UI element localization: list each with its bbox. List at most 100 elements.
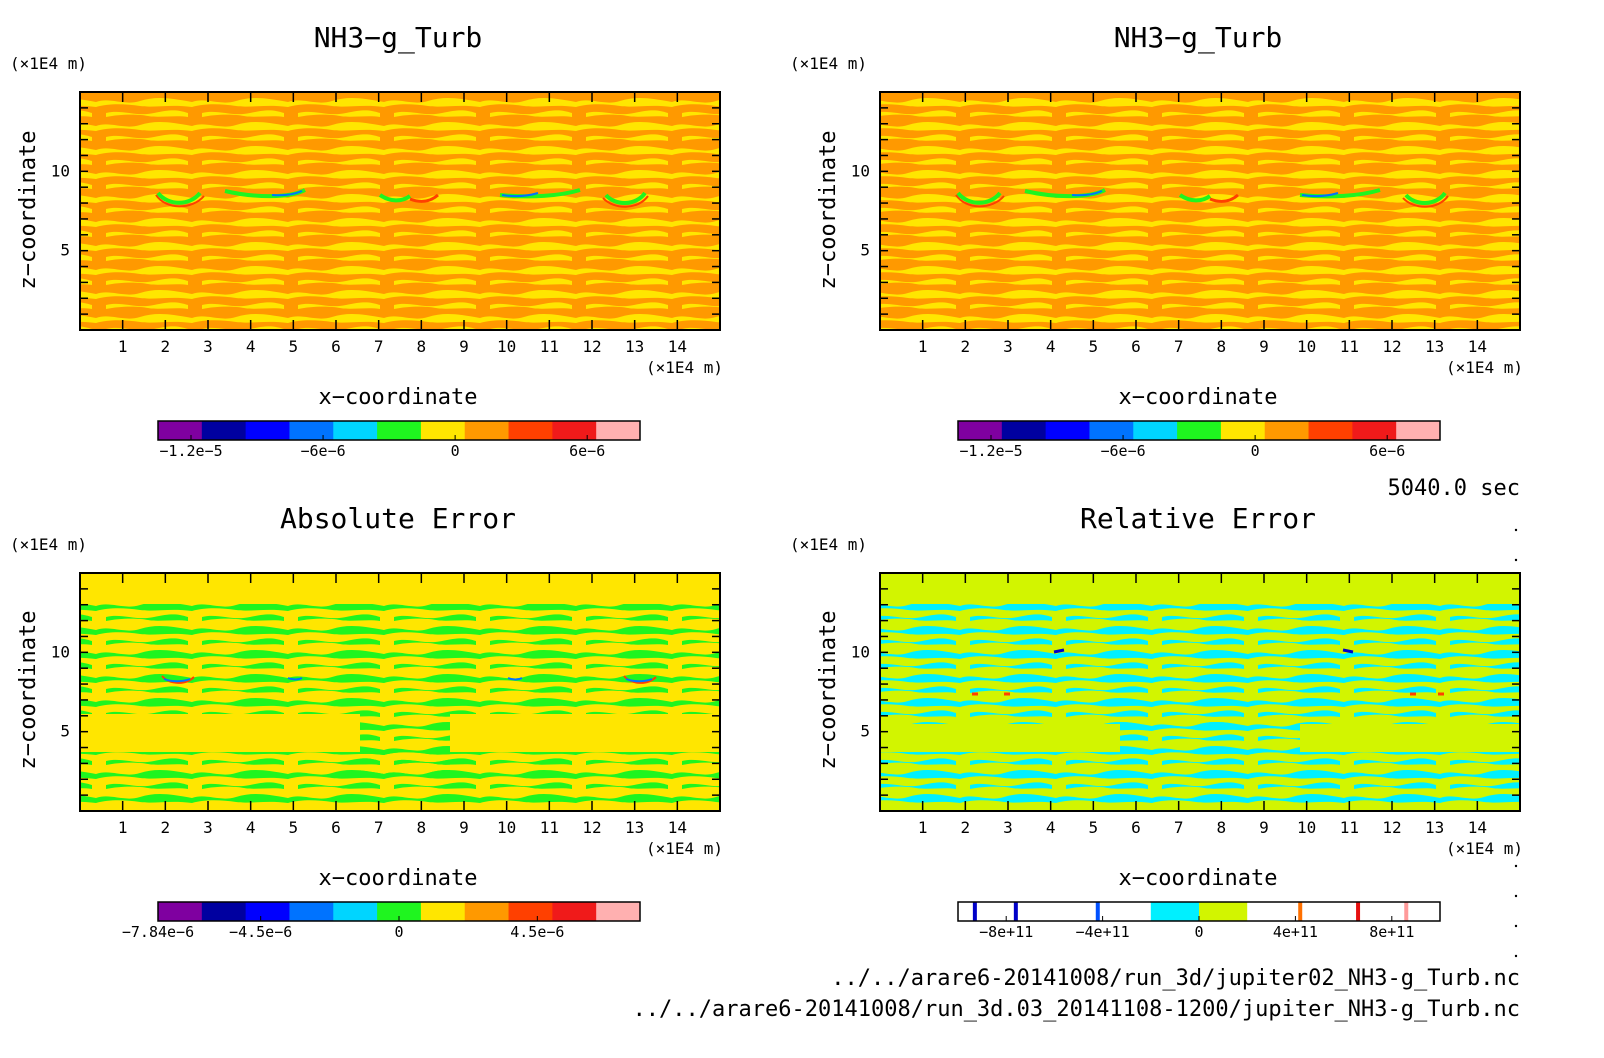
x-tick-label: 9 bbox=[1259, 337, 1269, 356]
panel-title: NH3−g_Turb bbox=[314, 21, 483, 55]
x-tick-label: 7 bbox=[1174, 337, 1184, 356]
x-tick-label: 1 bbox=[118, 818, 128, 837]
x-tick-label: 12 bbox=[582, 818, 601, 837]
x-unit-label: (×1E4 m) bbox=[646, 839, 723, 858]
colorbar-tick-label: −4e+11 bbox=[1076, 923, 1130, 941]
colorbar-swatch bbox=[1177, 421, 1222, 440]
colorbar-swatch bbox=[596, 421, 641, 440]
colorbar-swatch bbox=[245, 902, 290, 921]
colorbar-mark bbox=[1404, 902, 1409, 921]
colorbar-swatch bbox=[552, 902, 597, 921]
x-tick-label: 4 bbox=[246, 337, 256, 356]
x-unit-label: (×1E4 m) bbox=[646, 358, 723, 377]
plot-frame bbox=[79, 572, 721, 812]
dot bbox=[1514, 924, 1518, 928]
colorbar: −7.84e−6 −4.5e−6 0 4.5e−6 bbox=[122, 901, 641, 941]
x-tick-label: 4 bbox=[246, 818, 256, 837]
x-tick-label: 8 bbox=[1217, 818, 1227, 837]
file-path-line-1: ../../arare6-20141008/run_3d/jupiter02_N… bbox=[831, 966, 1520, 991]
vortex-feature bbox=[161, 675, 195, 684]
y-axis-label: z−coordinate bbox=[816, 131, 841, 290]
x-tick-label: 13 bbox=[1425, 818, 1444, 837]
colorbar-tick-label: 0 bbox=[394, 923, 403, 941]
colorbar-swatch bbox=[158, 421, 203, 440]
colorbar-swatch bbox=[1247, 902, 1296, 921]
colorbar-mark bbox=[972, 902, 977, 921]
x-tick-label: 10 bbox=[1297, 818, 1316, 837]
x-tick-label: 3 bbox=[203, 818, 213, 837]
x-tick-label: 2 bbox=[161, 818, 171, 837]
field-texture bbox=[880, 92, 1520, 330]
colorbar-swatch bbox=[377, 902, 422, 921]
colorbar-tick-label: −4.5e−6 bbox=[229, 923, 292, 941]
colorbar-swatch bbox=[596, 902, 641, 921]
vortex-feature bbox=[271, 190, 303, 197]
time-label: 5040.0 sec bbox=[1388, 476, 1520, 501]
colorbar-swatch bbox=[1001, 421, 1047, 440]
vortex-feature bbox=[1404, 191, 1447, 205]
x-tick-label: 8 bbox=[417, 337, 427, 356]
vortex-feature bbox=[507, 677, 523, 681]
colorbar-swatch bbox=[1150, 902, 1200, 921]
colorbar-swatch bbox=[377, 421, 422, 440]
dot bbox=[1514, 528, 1518, 532]
vortex-feature bbox=[409, 193, 439, 203]
x-tick-label: 5 bbox=[289, 818, 299, 837]
field-area bbox=[879, 572, 1521, 812]
plot-frame bbox=[879, 91, 1521, 331]
colorbar-tick-label: −1.2e−5 bbox=[959, 442, 1022, 460]
x-tick-label: 11 bbox=[1340, 818, 1359, 837]
x-tick-label: 1 bbox=[918, 337, 928, 356]
y-unit-label: (×1E4 m) bbox=[790, 54, 867, 73]
colorbar-swatch bbox=[1054, 902, 1104, 921]
x-axis-label: x−coordinate bbox=[319, 866, 478, 891]
colorbar-tick-label: 8e+11 bbox=[1369, 923, 1414, 941]
x-tick-label: 10 bbox=[497, 337, 516, 356]
colorbar-swatch bbox=[1308, 421, 1353, 440]
plot-frame bbox=[79, 91, 721, 331]
field-texture bbox=[80, 604, 720, 714]
stray-dots bbox=[1514, 528, 1518, 958]
field-area bbox=[879, 91, 1521, 331]
colorbar-swatch bbox=[1264, 421, 1310, 440]
x-tick-label: 6 bbox=[1131, 337, 1141, 356]
x-tick-label: 6 bbox=[331, 818, 341, 837]
y-tick-label: 10 bbox=[851, 161, 870, 180]
colorbar-swatch bbox=[508, 421, 553, 440]
colorbar-swatch bbox=[464, 902, 510, 921]
colorbar-swatch bbox=[333, 902, 378, 921]
colorbar-tick-label: 6e−6 bbox=[569, 442, 605, 460]
colorbar-swatch bbox=[1102, 902, 1152, 921]
colorbar-swatch bbox=[1343, 902, 1393, 921]
x-axis-label: x−coordinate bbox=[1119, 866, 1278, 891]
colorbar-tick-label: −7.84e−6 bbox=[122, 923, 194, 941]
x-tick-label: 8 bbox=[417, 818, 427, 837]
colorbar-frame bbox=[957, 420, 1441, 441]
x-tick-label: 12 bbox=[1382, 337, 1401, 356]
x-tick-label: 2 bbox=[161, 337, 171, 356]
colorbar-swatch bbox=[508, 902, 553, 921]
y-tick-label: 5 bbox=[60, 722, 70, 741]
x-tick-label: 4 bbox=[1046, 818, 1056, 837]
colorbar-swatch bbox=[1220, 421, 1266, 440]
colorbar-swatch bbox=[1133, 421, 1178, 440]
colorbar-frame bbox=[157, 420, 641, 441]
vortex-features bbox=[972, 648, 1444, 696]
vortex-feature bbox=[163, 678, 191, 683]
y-tick-label: 5 bbox=[860, 241, 870, 260]
field-area bbox=[79, 572, 721, 812]
panel-title: NH3−g_Turb bbox=[1114, 21, 1283, 55]
x-tick-label: 1 bbox=[918, 818, 928, 837]
y-unit-label: (×1E4 m) bbox=[10, 54, 87, 73]
colorbar-mark bbox=[1356, 902, 1361, 921]
y-axis-label: z−coordinate bbox=[16, 611, 41, 770]
vortex-features bbox=[955, 188, 1449, 208]
x-tick-label: 6 bbox=[1131, 818, 1141, 837]
x-tick-label: 11 bbox=[540, 337, 559, 356]
y-axis-label: z−coordinate bbox=[16, 131, 41, 290]
field-texture bbox=[880, 752, 1520, 806]
